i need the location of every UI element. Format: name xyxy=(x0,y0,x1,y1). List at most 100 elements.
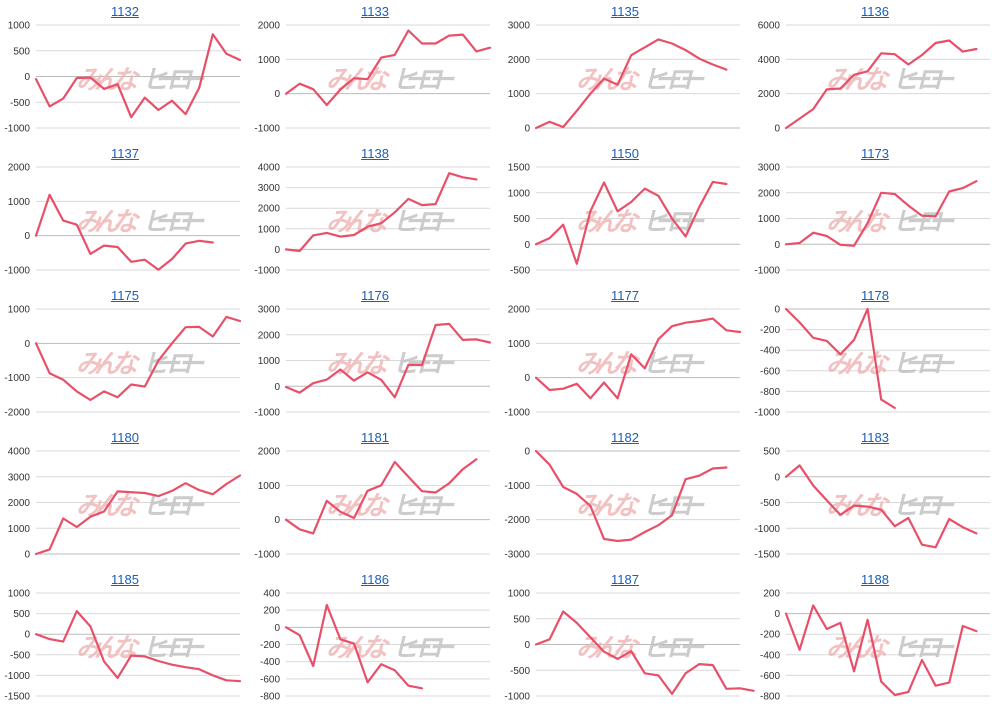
y-tick-label: -800 xyxy=(260,692,280,703)
watermark-logo: みんな ヒーロー xyxy=(576,492,705,522)
y-tick-label: -500 xyxy=(510,266,530,277)
watermark-logo: みんな ヒーロー xyxy=(576,634,705,664)
y-tick-label: 1000 xyxy=(258,356,281,367)
y-tick-label: -1500 xyxy=(4,692,30,703)
series-line xyxy=(284,172,478,253)
watermark-logo: みんな ヒーロー xyxy=(826,350,955,380)
chart-title-link[interactable]: 1150 xyxy=(611,146,639,161)
chart-panel-1188: 1188 -800 -600 -400 -200 0 200 みんな ヒーロー xyxy=(750,568,1000,710)
chart-title-link[interactable]: 1185 xyxy=(111,572,139,587)
y-tick-label: -500 xyxy=(10,650,30,661)
line-chart: -1000 -800 -600 -400 -200 0 みんな ヒーロー xyxy=(754,305,990,419)
y-tick-label: -400 xyxy=(760,650,780,661)
chart-title-link[interactable]: 1180 xyxy=(111,430,139,445)
y-tick-label: 2000 xyxy=(8,498,31,509)
series-line xyxy=(34,33,242,119)
chart-title-link[interactable]: 1182 xyxy=(611,430,639,445)
y-tick-label: 2000 xyxy=(758,188,781,199)
series-line xyxy=(784,464,978,549)
chart-title-link[interactable]: 1136 xyxy=(861,4,889,19)
line-chart: -1000 0 1000 2000 3000 4000 みんな ヒーロー xyxy=(254,163,490,277)
chart-title-link[interactable]: 1137 xyxy=(111,146,139,161)
y-tick-label: -400 xyxy=(760,346,780,357)
y-tick-label: -1000 xyxy=(754,266,780,277)
chart-title-link[interactable]: 1175 xyxy=(111,288,139,303)
y-tick-label: 0 xyxy=(524,124,530,135)
series-line xyxy=(284,458,478,535)
chart-panel-1133: 1133 -1000 0 1000 2000 みんな ヒーロー xyxy=(250,0,500,142)
y-tick-label: 0 xyxy=(24,231,30,242)
chart-panel-1185: 1185 -1500 -1000 -500 0 500 1000 みんな ヒーロー xyxy=(0,568,250,710)
y-tick-label: 4000 xyxy=(8,447,31,458)
y-tick-label: -1000 xyxy=(504,481,530,492)
y-tick-label: -500 xyxy=(510,666,530,677)
chart-title-link[interactable]: 1186 xyxy=(361,572,389,587)
chart-title-link[interactable]: 1132 xyxy=(111,4,139,19)
chart-title-link[interactable]: 1178 xyxy=(861,288,889,303)
chart-title-link[interactable]: 1138 xyxy=(361,146,389,161)
watermark-text-right: ヒーロー xyxy=(892,350,955,380)
watermark-text-right: ヒーロー xyxy=(392,66,455,96)
y-tick-label: 0 xyxy=(274,245,280,256)
series-line xyxy=(34,193,214,271)
chart-title-link[interactable]: 1181 xyxy=(361,430,389,445)
watermark-logo: みんな ヒーロー xyxy=(576,208,705,238)
y-tick-label: 0 xyxy=(274,515,280,526)
watermark-text-left: みんな xyxy=(76,208,141,238)
line-chart: 0 1000 2000 3000 4000 みんな ヒーロー xyxy=(8,447,242,561)
chart-title-link[interactable]: 1183 xyxy=(861,430,889,445)
chart-title-link[interactable]: 1135 xyxy=(611,4,639,19)
chart-panel-1187: 1187 -1000 -500 0 500 1000 みんな ヒーロー xyxy=(500,568,755,710)
watermark-logo: みんな ヒーロー xyxy=(76,208,205,238)
chart-title-link[interactable]: 1187 xyxy=(611,572,639,587)
y-tick-label: 1000 xyxy=(508,89,531,100)
watermark-text-right: ヒーロー xyxy=(142,66,205,96)
y-tick-label: 1000 xyxy=(258,55,281,66)
y-tick-label: 2000 xyxy=(508,55,531,66)
y-tick-label: -500 xyxy=(760,498,780,509)
chart-title-link[interactable]: 1133 xyxy=(361,4,389,19)
y-tick-label: -1000 xyxy=(754,524,780,535)
watermark-text-right: ヒーロー xyxy=(392,492,455,522)
chart-panel-1173: 1173 -1000 0 1000 2000 3000 みんな ヒーロー xyxy=(750,142,1000,284)
chart-panel-1178: 1178 -1000 -800 -600 -400 -200 0 みんな ヒーロー xyxy=(750,284,1000,426)
series-line xyxy=(784,307,896,410)
y-tick-label: -1000 xyxy=(4,266,30,277)
watermark-text-left: みんな xyxy=(76,634,141,664)
series-line xyxy=(784,180,978,247)
line-chart: -800 -600 -400 -200 0 200 400 みんな ヒーロー xyxy=(260,589,490,703)
line-chart: 0 2000 4000 6000 みんな ヒーロー xyxy=(758,21,990,135)
y-tick-label: 0 xyxy=(774,305,780,316)
y-tick-label: 0 xyxy=(774,240,780,251)
line-chart: -2000 -1000 0 1000 みんな ヒーロー xyxy=(4,305,242,419)
y-tick-label: -600 xyxy=(260,674,280,685)
y-tick-label: -1000 xyxy=(254,550,280,561)
y-tick-label: 0 xyxy=(24,550,30,561)
watermark-text-right: ヒーロー xyxy=(642,492,705,522)
series-line xyxy=(284,322,492,399)
chart-panel-1138: 1138 -1000 0 1000 2000 3000 4000 みんな ヒーロー xyxy=(250,142,500,284)
y-tick-label: 500 xyxy=(13,609,30,620)
y-tick-label: 0 xyxy=(774,472,780,483)
series-line xyxy=(534,449,728,543)
chart-panel-1177: 1177 -1000 0 1000 2000 みんな ヒーロー xyxy=(500,284,750,426)
y-tick-label: -400 xyxy=(260,657,280,668)
y-tick-label: 2000 xyxy=(258,21,281,32)
chart-panel-1183: 1183 -1500 -1000 -500 0 500 みんな ヒーロー xyxy=(750,426,1000,568)
chart-title-link[interactable]: 1176 xyxy=(361,288,389,303)
y-tick-label: 1000 xyxy=(508,589,531,600)
y-tick-label: -200 xyxy=(760,325,780,336)
chart-panel-1137: 1137 -1000 0 1000 2000 みんな ヒーロー xyxy=(0,142,250,284)
watermark-text-right: ヒーロー xyxy=(642,350,705,380)
y-tick-label: 400 xyxy=(263,589,280,600)
y-tick-label: -1000 xyxy=(254,124,280,135)
chart-title-link[interactable]: 1188 xyxy=(861,572,889,587)
chart-title-link[interactable]: 1177 xyxy=(611,288,639,303)
watermark-text-left: みんな xyxy=(576,634,641,664)
y-tick-label: -600 xyxy=(760,671,780,682)
line-chart: 0 1000 2000 3000 みんな ヒーロー xyxy=(508,21,740,135)
chart-title-link[interactable]: 1173 xyxy=(861,146,889,161)
watermark-text-right: ヒーロー xyxy=(892,208,955,238)
y-tick-label: -1000 xyxy=(754,408,780,419)
watermark-logo: みんな ヒーロー xyxy=(326,492,455,522)
